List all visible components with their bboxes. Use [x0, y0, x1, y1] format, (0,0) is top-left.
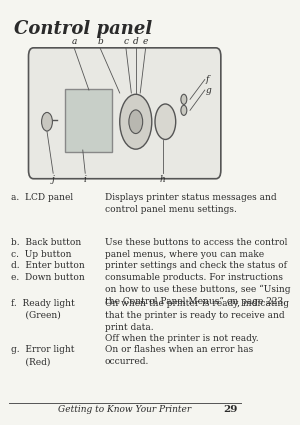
- Circle shape: [129, 110, 143, 133]
- FancyBboxPatch shape: [28, 48, 221, 179]
- Circle shape: [155, 104, 176, 139]
- Text: c: c: [123, 37, 128, 46]
- Text: g.  Error light
     (Red): g. Error light (Red): [11, 346, 75, 366]
- Circle shape: [181, 94, 187, 105]
- Text: f.  Ready light
     (Green): f. Ready light (Green): [11, 299, 75, 320]
- Text: a: a: [71, 37, 77, 46]
- Circle shape: [181, 105, 187, 116]
- Text: On or flashes when an error has
occurred.: On or flashes when an error has occurred…: [105, 346, 253, 366]
- Text: i: i: [84, 176, 87, 184]
- Text: h: h: [160, 176, 166, 184]
- Circle shape: [42, 113, 52, 131]
- Text: Control panel: Control panel: [14, 20, 152, 38]
- Text: b.  Back button
c.  Up button
d.  Enter button
e.  Down button: b. Back button c. Up button d. Enter but…: [11, 238, 85, 282]
- Text: b: b: [97, 37, 103, 46]
- Text: Getting to Know Your Printer: Getting to Know Your Printer: [58, 405, 191, 414]
- Text: Displays printer status messages and
control panel menu settings.: Displays printer status messages and con…: [105, 193, 277, 214]
- Text: Use these buttons to access the control
panel menus, where you can make
printer : Use these buttons to access the control …: [105, 238, 290, 306]
- Text: d: d: [133, 37, 139, 46]
- Text: j: j: [52, 176, 55, 184]
- Circle shape: [120, 94, 152, 149]
- Text: g: g: [206, 85, 212, 94]
- Text: e: e: [143, 37, 148, 46]
- Text: f: f: [206, 75, 209, 84]
- Text: On when the printer is ready, indicating
that the printer is ready to receive an: On when the printer is ready, indicating…: [105, 299, 289, 343]
- Text: 29: 29: [224, 405, 238, 414]
- Text: a.  LCD panel: a. LCD panel: [11, 193, 74, 202]
- FancyBboxPatch shape: [65, 89, 112, 152]
